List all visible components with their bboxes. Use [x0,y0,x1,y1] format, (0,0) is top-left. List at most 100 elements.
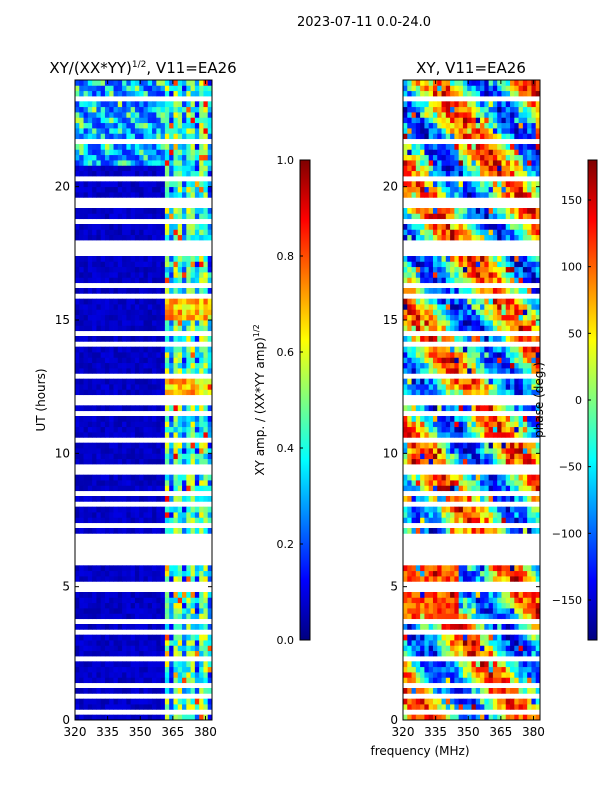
heatmap-cell [164,234,170,241]
heatmap-cell [75,352,80,358]
heatmap-cell [458,645,464,652]
heatmap-cell [117,213,123,220]
heatmap-cell [190,229,196,236]
heatmap-cell [143,704,149,710]
heatmap-cell [432,229,438,236]
heatmap-cell [156,224,162,230]
heatmap-cell [173,80,179,86]
heatmap-cell [96,181,102,188]
heatmap-cell [143,362,149,369]
heatmap-cell [407,256,412,262]
heatmap-cell [83,112,89,118]
heatmap-cell [134,448,140,454]
heatmap-cell [484,448,490,454]
heatmap-cell [130,474,136,481]
heatmap-cell [96,592,102,598]
heatmap-cell [122,170,127,177]
heatmap-cell [104,304,110,310]
heatmap-cell [117,426,123,433]
heatmap-cell [527,314,532,321]
heatmap-cell [104,640,110,646]
heatmap-cell [104,458,110,465]
heatmap-cell [510,512,515,518]
heatmap-cell [92,170,97,177]
heatmap-cell [514,320,519,326]
heatmap-cell [134,309,140,316]
heatmap-cell [471,272,477,278]
heatmap-cell [480,266,485,273]
heatmap-cell [79,677,84,684]
heatmap-cell [182,320,187,326]
heatmap-cell [117,416,123,422]
heatmap-cell [471,314,477,321]
heatmap-cell [194,570,200,577]
heatmap-cell [186,192,191,198]
heatmap-cell [471,256,477,262]
heatmap-cell [143,602,149,609]
heatmap-cell [480,346,485,353]
left-plot-frame [74,79,213,721]
heatmap-cell [190,405,196,412]
heatmap-cell [420,597,425,604]
heatmap-cell [79,122,84,129]
heatmap-cell [173,597,179,604]
heatmap-cell [109,405,114,412]
heatmap-cell [518,453,524,460]
heatmap-cell [113,517,119,524]
heatmap-cell [113,512,119,518]
heatmap-cell [501,474,507,481]
heatmap-cell [450,645,455,652]
heatmap-cell [130,261,136,268]
heatmap-cell [182,688,187,694]
heatmap-cell [501,704,507,710]
heatmap-cell [190,714,196,720]
heatmap-cell [480,362,485,369]
heatmap-cell [203,90,209,97]
heatmap-cell [514,640,519,646]
heatmap-cell [147,528,153,534]
heatmap-cell [75,208,80,214]
heatmap-cell [518,165,524,172]
heatmap-cell [130,170,136,177]
heatmap-cell [424,677,430,684]
heatmap-cell [190,128,196,134]
heatmap-cell [83,565,89,572]
heatmap-cell [143,576,149,582]
heatmap-cell [462,634,468,641]
heatmap-cell [147,368,153,374]
heatmap-cell [160,304,166,310]
heatmap-cell [186,432,191,438]
heatmap-cell [186,133,191,140]
heatmap-cell [207,362,212,369]
heatmap-cell [480,186,485,193]
heatmap-cell [87,160,93,166]
heatmap-cell [104,421,110,428]
heatmap-cell [83,314,89,321]
heatmap-cell [458,570,464,577]
heatmap-cell [445,714,451,720]
heatmap-cell [505,309,511,316]
heatmap-cell [432,154,438,161]
heatmap-cell [169,309,174,316]
heatmap-cell [492,602,498,609]
heatmap-cell [424,714,430,720]
heatmap-cell [415,277,421,284]
left-colorbar-label: XY amp. / (XX*YY amp)1/2 [252,324,267,475]
heatmap-cell [467,229,472,236]
heatmap-cell [173,106,179,113]
heatmap-cell [139,362,144,369]
heatmap-cell [126,453,132,460]
heatmap-cell [182,352,187,358]
heatmap-cell [428,405,434,412]
heatmap-cell [510,666,515,673]
heatmap-cell [514,576,519,582]
heatmap-cell [79,485,84,492]
heatmap-cell [518,634,524,641]
heatmap-cell [415,714,421,720]
heatmap-cell [113,266,119,273]
heatmap-cell [428,368,434,374]
heatmap-cell [458,384,464,390]
heatmap-cell [445,234,451,241]
heatmap-cell [139,608,144,614]
heatmap-cell [160,277,166,284]
